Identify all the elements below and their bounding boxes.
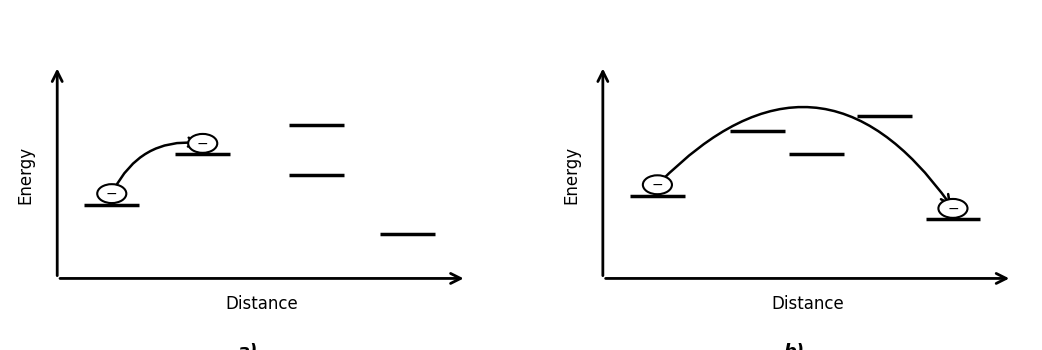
Text: −: − (651, 178, 663, 192)
Circle shape (939, 199, 968, 218)
Text: −: − (197, 136, 208, 150)
Circle shape (97, 184, 126, 203)
Text: Distance: Distance (771, 295, 844, 313)
Circle shape (643, 175, 672, 194)
Text: Energy: Energy (562, 146, 580, 204)
Text: Distance: Distance (225, 295, 298, 313)
Text: −: − (106, 187, 118, 201)
Text: −: − (947, 201, 959, 215)
Text: b): b) (784, 343, 804, 350)
Text: a): a) (238, 343, 258, 350)
Text: Energy: Energy (17, 146, 34, 204)
Circle shape (189, 134, 218, 153)
